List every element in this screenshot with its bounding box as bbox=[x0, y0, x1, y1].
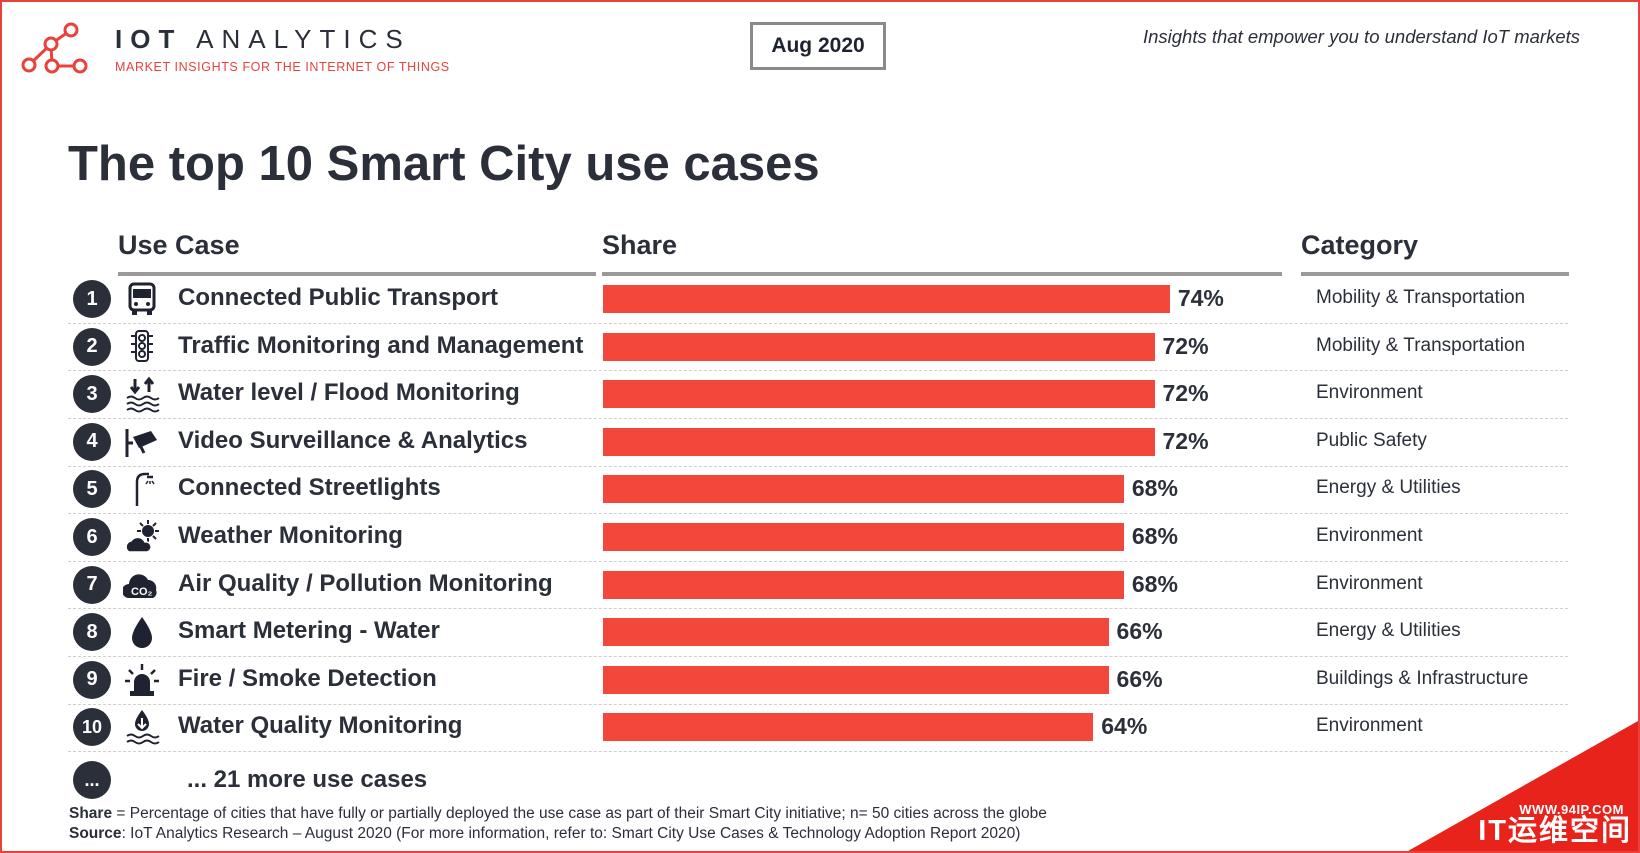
share-bar-8 bbox=[603, 618, 1109, 647]
security-camera-icon bbox=[123, 423, 161, 461]
rank-badge-3: 3 bbox=[73, 375, 111, 414]
share-bar-4 bbox=[603, 427, 1155, 456]
rank-badge-1: 1 bbox=[73, 280, 111, 318]
rank-badge-4: 4 bbox=[73, 422, 111, 461]
share-value-label: 74% bbox=[1177, 285, 1224, 311]
watermark-url: WWW.94IP.COM bbox=[1519, 802, 1624, 817]
streetlight-icon bbox=[123, 470, 161, 508]
row-separator bbox=[68, 370, 1568, 372]
footnote-source: Source: IoT Analytics Research – August … bbox=[69, 825, 1021, 842]
use-case-label: Water level / Flood Monitoring bbox=[178, 379, 520, 407]
co2-cloud-icon: CO₂ bbox=[122, 566, 161, 604]
use-case-label: Traffic Monitoring and Management bbox=[178, 331, 584, 359]
category-label: Environment bbox=[1316, 525, 1423, 546]
category-label: Environment bbox=[1316, 382, 1423, 404]
use-case-label: Connected Streetlights bbox=[178, 474, 441, 502]
share-bar-10 bbox=[603, 713, 1094, 742]
share-value-label: 72% bbox=[1162, 427, 1209, 454]
header-slogan: Insights that empower you to understand … bbox=[1142, 26, 1580, 47]
use-case-label: Connected Public Transport bbox=[178, 284, 499, 311]
category-label: Environment bbox=[1316, 715, 1423, 737]
share-bar-3 bbox=[603, 380, 1155, 409]
share-bar-7 bbox=[603, 570, 1124, 599]
column-rule-share bbox=[602, 272, 1282, 276]
row-separator bbox=[68, 751, 1568, 753]
category-label: Environment bbox=[1316, 572, 1423, 594]
share-value-label: 68% bbox=[1131, 475, 1178, 502]
share-bar-6 bbox=[603, 523, 1124, 551]
weather-icon bbox=[123, 518, 161, 556]
share-bar-9 bbox=[603, 665, 1109, 694]
category-label: Energy & Utilities bbox=[1316, 620, 1461, 642]
row-separator bbox=[68, 513, 1568, 515]
use-case-label: Fire / Smoke Detection bbox=[178, 664, 437, 692]
watermark-corner bbox=[1408, 721, 1638, 851]
use-case-label: Weather Monitoring bbox=[178, 522, 403, 549]
category-label: Mobility & Transportation bbox=[1316, 287, 1526, 308]
use-case-label: Water Quality Monitoring bbox=[178, 712, 463, 740]
logo-wordmark: IOT ANALYTICS bbox=[115, 24, 411, 54]
column-header-category: Category bbox=[1301, 230, 1419, 260]
column-header-use-case: Use Case bbox=[118, 230, 240, 260]
row-separator bbox=[68, 656, 1568, 657]
alarm-light-icon bbox=[123, 661, 161, 699]
share-value-label: 72% bbox=[1162, 332, 1209, 359]
share-value-label: 64% bbox=[1101, 713, 1148, 740]
water-quality-icon bbox=[123, 708, 161, 746]
rank-badge-9: 9 bbox=[73, 660, 111, 699]
row-separator bbox=[68, 322, 1568, 324]
row-separator bbox=[68, 465, 1568, 467]
category-label: Energy & Utilities bbox=[1316, 477, 1461, 499]
rank-badge-7: 7 bbox=[73, 565, 111, 604]
water-level-icon bbox=[123, 375, 161, 413]
category-label: Buildings & Infrastructure bbox=[1316, 667, 1529, 689]
column-header-share: Share bbox=[602, 230, 678, 260]
rank-badge-10: 10 bbox=[73, 708, 111, 747]
share-value-label: 72% bbox=[1162, 380, 1209, 407]
category-label: Public Safety bbox=[1316, 429, 1427, 451]
logo-tagline: MARKET INSIGHTS FOR THE INTERNET OF THIN… bbox=[115, 60, 450, 74]
rank-badge-2: 2 bbox=[73, 327, 111, 366]
share-value-label: 68% bbox=[1131, 523, 1178, 549]
share-value-label: 66% bbox=[1116, 618, 1163, 645]
column-rule-category bbox=[1301, 272, 1569, 276]
share-value-label: 68% bbox=[1131, 570, 1178, 597]
share-value-label: 66% bbox=[1116, 665, 1163, 692]
use-case-label: Video Surveillance & Analytics bbox=[178, 426, 528, 454]
rank-badge-5: 5 bbox=[73, 470, 111, 509]
row-separator bbox=[68, 703, 1568, 705]
water-drop-icon bbox=[123, 613, 161, 651]
chart-title: The top 10 Smart City use cases bbox=[68, 137, 820, 191]
column-rule-use-case bbox=[118, 272, 596, 276]
more-use-cases-label: ... 21 more use cases bbox=[187, 766, 428, 793]
rank-badge-8: 8 bbox=[73, 613, 111, 652]
use-case-label: Air Quality / Pollution Monitoring bbox=[178, 569, 553, 597]
category-label: Mobility & Transportation bbox=[1316, 334, 1526, 356]
more-rank-badge: ... bbox=[73, 761, 111, 799]
share-bar-1 bbox=[603, 285, 1170, 313]
share-bar-2 bbox=[603, 332, 1155, 361]
bus-icon bbox=[123, 280, 161, 318]
date-badge: Aug 2020 bbox=[750, 22, 886, 70]
rank-badge-6: 6 bbox=[73, 518, 111, 556]
share-bar-5 bbox=[603, 475, 1124, 504]
watermark-brand: IT运维空间 bbox=[1478, 815, 1632, 847]
row-separator bbox=[68, 418, 1568, 419]
svg-text:CO₂: CO₂ bbox=[131, 586, 153, 598]
use-case-label: Smart Metering - Water bbox=[178, 617, 440, 645]
logo-network-icon bbox=[21, 22, 88, 74]
row-separator bbox=[68, 560, 1568, 562]
footnote-share: Share = Percentage of cities that have f… bbox=[69, 805, 1047, 822]
traffic-light-icon bbox=[123, 328, 161, 366]
row-separator bbox=[68, 608, 1568, 610]
